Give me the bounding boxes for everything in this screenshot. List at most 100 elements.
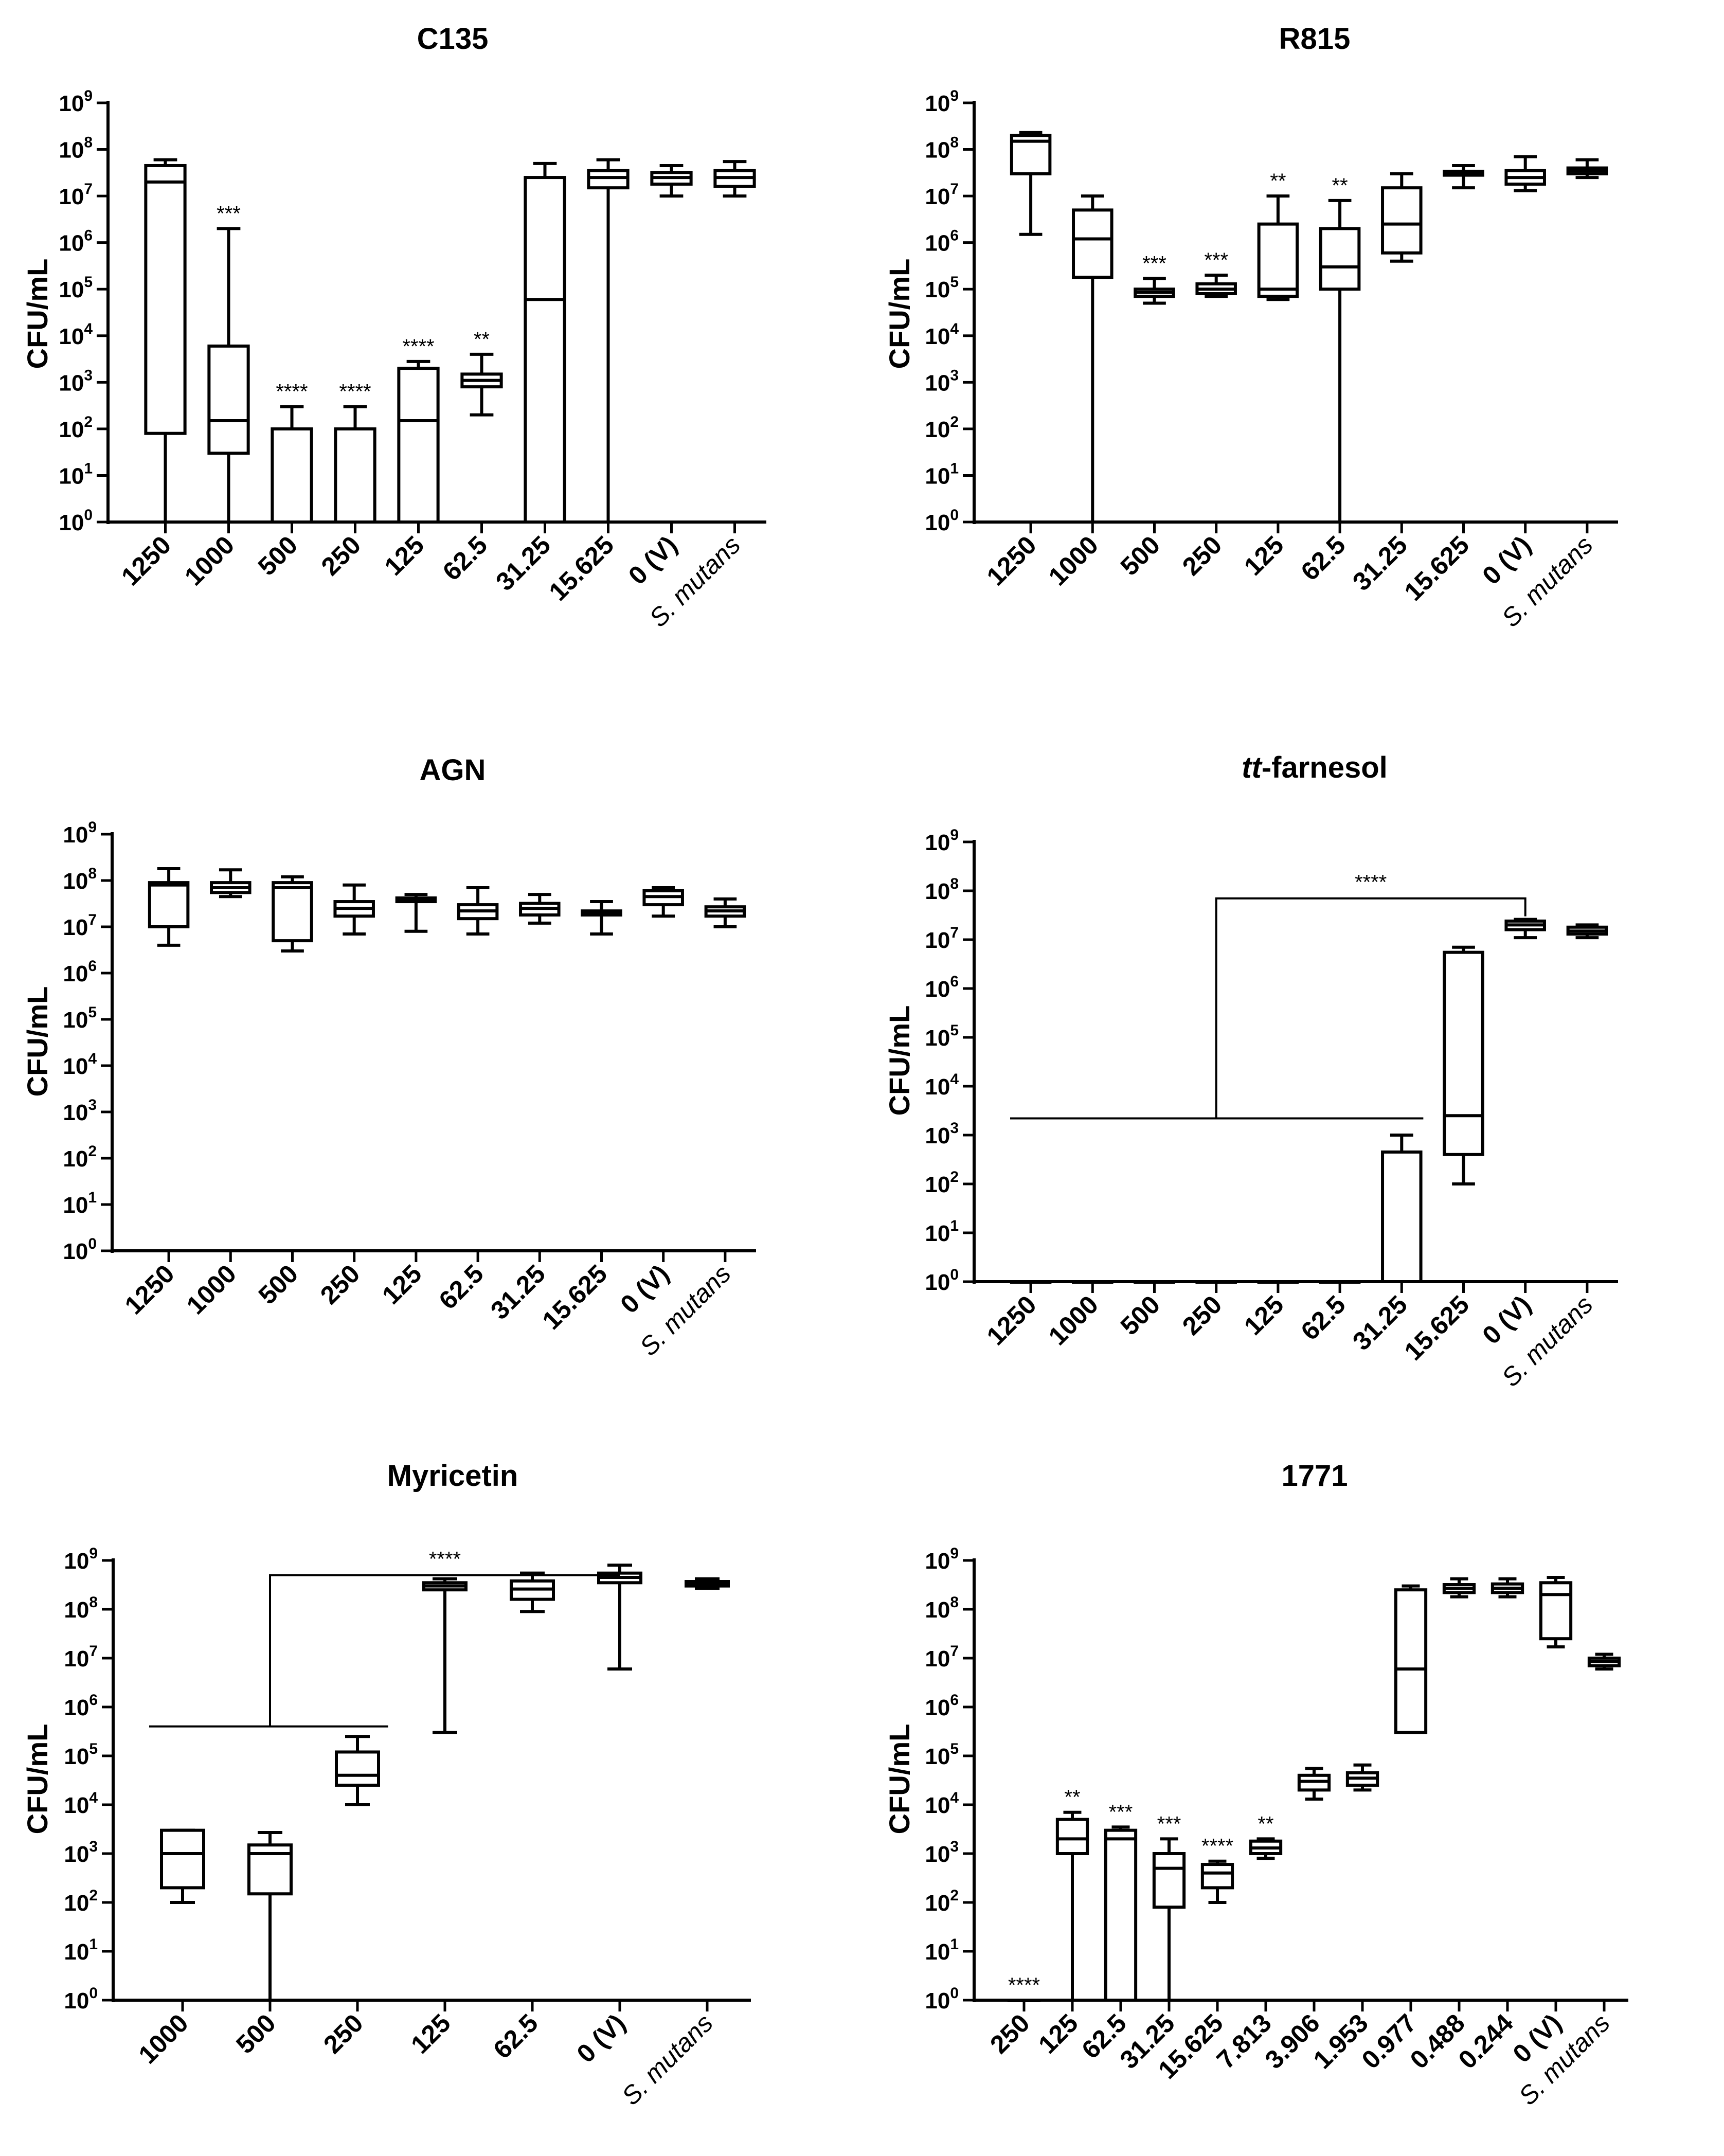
y-tick-label: 109 [925, 87, 959, 116]
x-tick-label: 15.625 [1399, 1290, 1475, 1366]
chart-panel-1771: 1771 CFU/mL 100 101 102 103 104 105 106 107 108 109… [862, 1437, 1724, 2155]
iqr-box [1381, 1150, 1423, 1284]
iqr-box [1055, 1818, 1089, 1855]
chart-title: 1771 [1281, 1459, 1348, 1493]
chart-svg: AGN CFU/mL 100 101 102 103 104 105 106 107 108 109 1… [21, 753, 756, 1361]
x-tick-label: 125 [1238, 530, 1289, 581]
chart-title: R815 [1279, 22, 1351, 56]
x-tick-label: 3.906 [1260, 2008, 1325, 2074]
box-0 [148, 867, 190, 947]
box-6 [1381, 172, 1423, 263]
iqr-box [1257, 222, 1299, 298]
y-tick-label: 105 [925, 1022, 959, 1051]
box-1 [210, 868, 252, 899]
iqr-box [1443, 950, 1484, 1156]
box-2 [272, 875, 313, 953]
x-tick-label: 1250 [116, 530, 176, 591]
y-axis-label: CFU/mL [21, 1724, 53, 1835]
x-tick-label: 0 (V) [571, 2008, 631, 2068]
box-8 [642, 886, 684, 918]
y-tick-label: 105 [63, 1004, 97, 1033]
chart-svg: R815 CFU/mL 100 101 102 103 104 105 106 107 108 109… [883, 22, 1618, 633]
iqr-box [397, 367, 440, 524]
y-tick-label: 109 [925, 1545, 959, 1574]
iqr-box [1072, 208, 1114, 279]
x-tick-label: 125 [376, 1259, 427, 1310]
iqr-box [1200, 1863, 1234, 1890]
x-tick-label: 0.488 [1405, 2008, 1470, 2074]
y-axis-label: CFU/mL [883, 1724, 915, 1835]
box-1 [1072, 194, 1114, 524]
iqr-box [1394, 1588, 1428, 1734]
box-5 [457, 886, 499, 936]
iqr-box [1319, 227, 1361, 291]
chart-panel-r815: R815 CFU/mL 100 101 102 103 104 105 106 107 108 109… [862, 0, 1724, 718]
iqr-box [1152, 1852, 1186, 1909]
y-axis-label: CFU/mL [21, 259, 53, 369]
box-8 [1504, 155, 1546, 192]
iqr-box [334, 427, 376, 524]
y-tick-label: 107 [59, 181, 93, 209]
y-tick-label: 106 [59, 227, 93, 256]
y-tick-label: 101 [64, 1936, 98, 1965]
x-tick-label: 1000 [1043, 530, 1104, 591]
box-6 [685, 1577, 730, 1590]
box-7 [1443, 945, 1484, 1185]
y-tick-label: 101 [59, 460, 93, 489]
chart-panel-tt-farnesol: tt-farnesol CFU/mL 100 101 102 103 104 105 106 10… [862, 718, 1724, 1437]
y-tick-label: 109 [59, 87, 93, 116]
box-0 [144, 158, 187, 524]
chart-panel-agn: AGN CFU/mL 100 101 102 103 104 105 106 107 108 109 1… [0, 718, 862, 1437]
box-2: *** [1104, 1801, 1138, 2002]
x-tick-label: 1.953 [1308, 2008, 1374, 2074]
y-tick-label: 108 [59, 134, 93, 163]
y-tick-label: 102 [925, 1169, 959, 1197]
box-4: **** [397, 335, 440, 524]
bracket-link [1215, 897, 1527, 1119]
x-tick-label: 125 [1238, 1290, 1289, 1341]
y-tick-label: 108 [925, 134, 959, 163]
y-tick-label: 106 [64, 1692, 98, 1720]
box-9 [1442, 1577, 1476, 1598]
y-tick-label: 101 [925, 1217, 959, 1246]
chart-title: Myricetin [387, 1459, 518, 1493]
box-7 [581, 900, 622, 936]
y-tick-label: 107 [925, 1643, 959, 1672]
y-tick-label: 108 [925, 1594, 959, 1623]
y-tick-label: 100 [63, 1235, 97, 1264]
significance-label: *** [1204, 249, 1228, 272]
y-tick-label: 104 [63, 1050, 97, 1079]
x-tick-label: 250 [1177, 1290, 1228, 1341]
chart-panel-c135: C135 CFU/mL 100 101 102 103 104 105 106 107 108 109… [0, 0, 862, 718]
y-tick-label: 109 [925, 827, 959, 855]
y-tick-label: 100 [64, 1985, 98, 2014]
x-tick-label: 1250 [981, 1290, 1042, 1351]
box-8 [650, 164, 693, 198]
y-tick-label: 105 [925, 274, 959, 302]
x-tick-label: 250 [316, 530, 367, 581]
box-5: ** [1319, 174, 1361, 524]
chart-svg: Myricetin CFU/mL 100 101 102 103 104 105 106 107 1… [21, 1459, 751, 2111]
chart-title: tt-farnesol [1242, 751, 1388, 784]
iqr-box [335, 1750, 380, 1787]
significance-label: ** [1064, 1786, 1080, 1809]
x-tick-label: 0.244 [1453, 2008, 1519, 2074]
iqr-box [524, 176, 566, 524]
iqr-box [207, 344, 250, 455]
box-4 [395, 893, 437, 933]
box-8 [1504, 918, 1546, 940]
significance-label: **** [402, 335, 434, 358]
box-5 [597, 1564, 642, 1671]
chart-title: C135 [417, 22, 489, 56]
iqr-box [148, 881, 190, 928]
chart-svg: 1771 CFU/mL 100 101 102 103 104 105 106 107 108 109… [883, 1459, 1628, 2111]
y-tick-label: 104 [925, 320, 959, 349]
y-tick-label: 102 [925, 1887, 959, 1916]
box-10 [1490, 1577, 1524, 1598]
box-7 [1443, 164, 1484, 190]
x-tick-label: 500 [253, 1259, 304, 1310]
y-tick-label: 103 [59, 367, 93, 396]
significance-label: ** [1270, 170, 1286, 192]
box-2 [335, 1735, 380, 1806]
x-tick-label: 62.5 [488, 2008, 543, 2064]
